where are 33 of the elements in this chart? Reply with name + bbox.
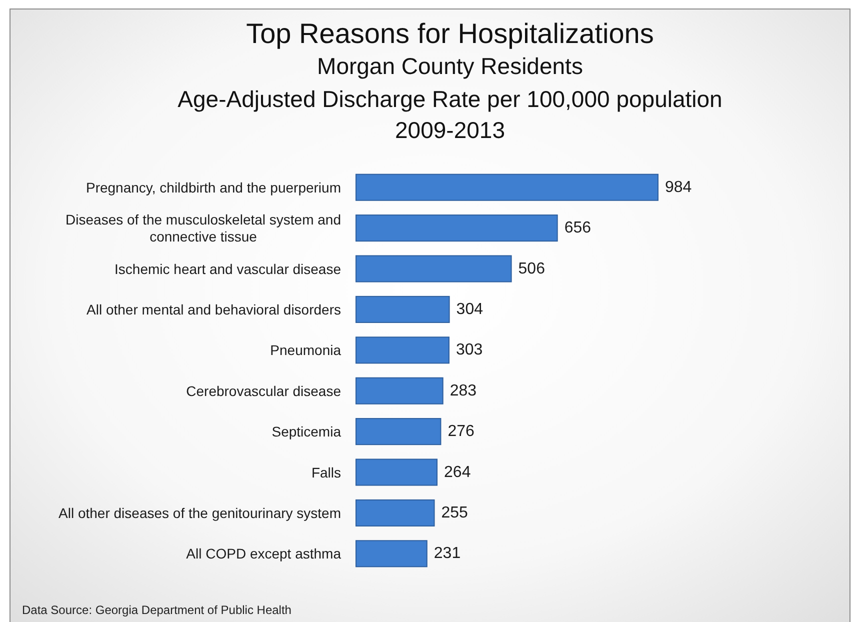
bar <box>356 418 442 446</box>
y-tick-label: All other mental and behavioral disorders <box>86 301 341 318</box>
data-label: 506 <box>518 260 546 278</box>
data-label: 303 <box>456 342 483 359</box>
bar <box>356 499 435 526</box>
bar <box>356 377 444 404</box>
data-label: 276 <box>448 423 475 440</box>
y-tick-label: Pneumonia <box>270 342 342 358</box>
bar <box>356 174 658 201</box>
bar <box>356 255 512 282</box>
data-label: 264 <box>444 464 471 481</box>
chart-title: Top Reasons for Hospitalizations <box>246 18 654 49</box>
y-tick-label: Diseases of the musculoskeletal system and connective tissue <box>66 212 342 245</box>
data-label: 255 <box>441 504 468 522</box>
bar <box>356 214 558 242</box>
bar <box>356 540 428 568</box>
y-tick-label: Cerebrovascular disease <box>186 382 342 399</box>
data-label: 231 <box>434 545 461 562</box>
y-tick-label: Pregnancy, childbirth and the puerperium <box>86 179 341 196</box>
y-tick-label: All COPD except asthma <box>186 546 342 562</box>
y-tick-label: Ischemic heart and vascular disease <box>114 260 342 277</box>
source-note: Data Source: Georgia Department of Public Health <box>22 603 292 617</box>
bar <box>356 336 450 364</box>
data-label: 283 <box>450 382 477 400</box>
data-label: 984 <box>665 178 692 196</box>
y-tick-label: Falls <box>311 464 341 480</box>
bar <box>356 296 450 323</box>
y-tick-label: All other diseases of the genitourinary system <box>58 504 341 521</box>
bar <box>356 458 438 486</box>
chart-subtitle: Morgan County Residents Age-Adjusted Discharge Rate per 100,000 population 2009-2013 <box>178 53 722 143</box>
data-label: 656 <box>564 220 592 237</box>
data-label: 304 <box>456 300 484 318</box>
y-tick-label: Septicemia <box>272 424 342 440</box>
